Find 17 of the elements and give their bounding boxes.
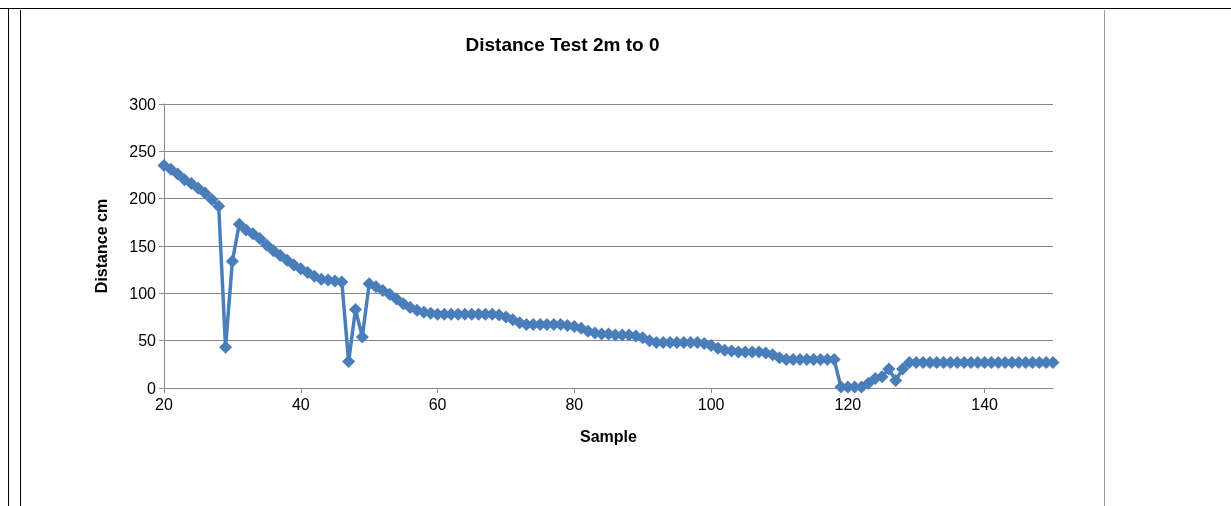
x-axis-title: Sample [580,427,638,445]
y-tick-label: 250 [129,142,157,160]
y-tick-label: 0 [147,379,157,397]
chart-title: Distance Test 2m to 0 [465,34,660,55]
y-tick-label: 100 [129,284,157,302]
x-tick-label: 140 [971,395,999,413]
x-tick-label: 60 [428,395,447,413]
x-tick-label: 20 [155,395,173,413]
y-tick-label: 200 [129,190,157,208]
x-tick-label: 100 [697,395,725,413]
y-axis-title: Distance cm [92,198,110,294]
x-tick-label: 40 [291,395,310,413]
x-tick-label: 120 [834,395,862,413]
y-tick-label: 50 [138,332,157,350]
y-tick-label: 150 [129,237,157,255]
y-tick-label: 300 [129,95,157,113]
x-tick-label: 80 [565,395,584,413]
